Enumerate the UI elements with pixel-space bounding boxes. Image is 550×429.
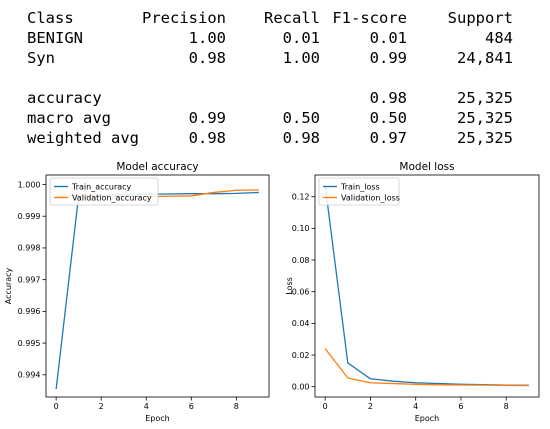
y-tick-label: 0.994 — [18, 371, 41, 380]
row-f1: 0.01 — [369, 29, 407, 47]
x-tick-label: 2 — [99, 402, 104, 411]
report-row: weighted avg 0.98 0.98 0.97 25,325 — [27, 128, 513, 148]
x-tick-label: 4 — [413, 402, 418, 411]
row-class: macro avg — [27, 109, 111, 127]
row-f1: 0.97 — [369, 129, 407, 147]
report-row: BENIGN 1.00 0.01 0.01 484 — [27, 28, 513, 48]
row-support: 24,841 — [457, 49, 513, 67]
y-tick-label: 0.997 — [18, 275, 41, 284]
report-row: accuracy 0.98 25,325 — [27, 88, 513, 108]
y-tick-label: 0.08 — [292, 256, 310, 265]
y-tick-label: 0.06 — [292, 288, 310, 297]
plot-frame — [314, 174, 540, 398]
row-support: 25,325 — [457, 109, 513, 127]
report-row: Syn 0.98 1.00 0.99 24,841 — [27, 48, 513, 68]
y-tick-label: 0.995 — [18, 339, 41, 348]
report-table: Class Precision Recall F1-score Support … — [27, 8, 513, 148]
series-line-train-loss — [324, 185, 529, 386]
y-tick-label: 0.996 — [18, 307, 41, 316]
classification-report: Class Precision Recall F1-score Support … — [0, 0, 550, 160]
y-axis-label: Accuracy — [4, 267, 13, 304]
legend: Train_loss Validation_loss — [318, 177, 400, 206]
row-class: weighted avg — [27, 129, 139, 147]
row-f1: 0.99 — [369, 49, 407, 67]
header-support: Support — [447, 9, 513, 27]
series-line-validation-loss — [324, 348, 529, 387]
series-line-train-accuracy — [55, 191, 259, 390]
chart-title: Model accuracy — [116, 161, 198, 173]
row-precision: 0.99 — [188, 109, 226, 127]
row-precision: 0.98 — [188, 49, 226, 67]
x-axis-label: Epoch — [145, 414, 170, 423]
y-tick-label: 0.00 — [292, 383, 310, 392]
y-tick-label: 0.999 — [18, 212, 41, 221]
chart-title: Model loss — [399, 161, 454, 173]
y-tick-label: 0.998 — [18, 244, 41, 253]
y-tick-label: 0.10 — [292, 224, 310, 233]
x-tick-label: 0 — [323, 402, 328, 411]
row-support: 25,325 — [457, 89, 513, 107]
y-tick-label: 1.000 — [18, 180, 41, 189]
x-tick-label: 8 — [504, 402, 509, 411]
row-class: accuracy — [27, 89, 102, 107]
chart-loss: Model loss 0 2 4 6 8 0.00 0.02 0.04 0.06 0.08 0.10 0… — [285, 161, 540, 423]
x-tick-label: 6 — [189, 402, 194, 411]
y-axis-label: Loss — [285, 277, 294, 295]
row-recall: 1.00 — [282, 49, 320, 67]
row-support: 25,325 — [457, 129, 513, 147]
legend-label: Train_accuracy — [71, 183, 132, 192]
row-f1: 0.50 — [369, 109, 407, 127]
x-tick-label: 6 — [458, 402, 463, 411]
row-precision: 0.98 — [188, 129, 226, 147]
header-recall: Recall — [264, 9, 320, 27]
row-recall: 0.98 — [282, 129, 320, 147]
plot-frame — [45, 174, 270, 398]
report-header-row: Class Precision Recall F1-score Support — [27, 8, 513, 28]
legend: Train_accuracy Validation_accuracy — [49, 177, 159, 206]
header-f1: F1-score — [332, 9, 407, 27]
x-tick-label: 2 — [368, 402, 373, 411]
header-precision: Precision — [142, 9, 226, 27]
row-recall: 0.01 — [282, 29, 320, 47]
report-row: macro avg 0.99 0.50 0.50 25,325 — [27, 108, 513, 128]
legend-box — [49, 177, 159, 206]
legend-label: Train_loss — [340, 183, 380, 192]
y-tick-label: 0.04 — [292, 319, 310, 328]
x-tick-label: 8 — [234, 402, 239, 411]
x-axis-label: Epoch — [415, 414, 440, 423]
y-tick-label: 0.12 — [292, 192, 310, 201]
row-class: BENIGN — [27, 29, 83, 47]
row-recall: 0.50 — [282, 109, 320, 127]
legend-label: Validation_loss — [341, 194, 400, 203]
x-tick-label: 4 — [144, 402, 149, 411]
header-class: Class — [27, 9, 74, 27]
y-tick-label: 0.02 — [292, 351, 310, 360]
row-precision: 1.00 — [188, 29, 226, 47]
legend-label: Validation_accuracy — [72, 194, 152, 203]
x-tick-label: 0 — [54, 402, 59, 411]
row-f1: 0.98 — [369, 89, 407, 107]
legend-box — [318, 177, 400, 206]
row-class: Syn — [27, 49, 55, 67]
row-support: 484 — [485, 29, 513, 47]
chart-accuracy: Model accuracy 0 2 4 6 8 0.994 0.995 0.996 0.997 0… — [4, 161, 270, 423]
